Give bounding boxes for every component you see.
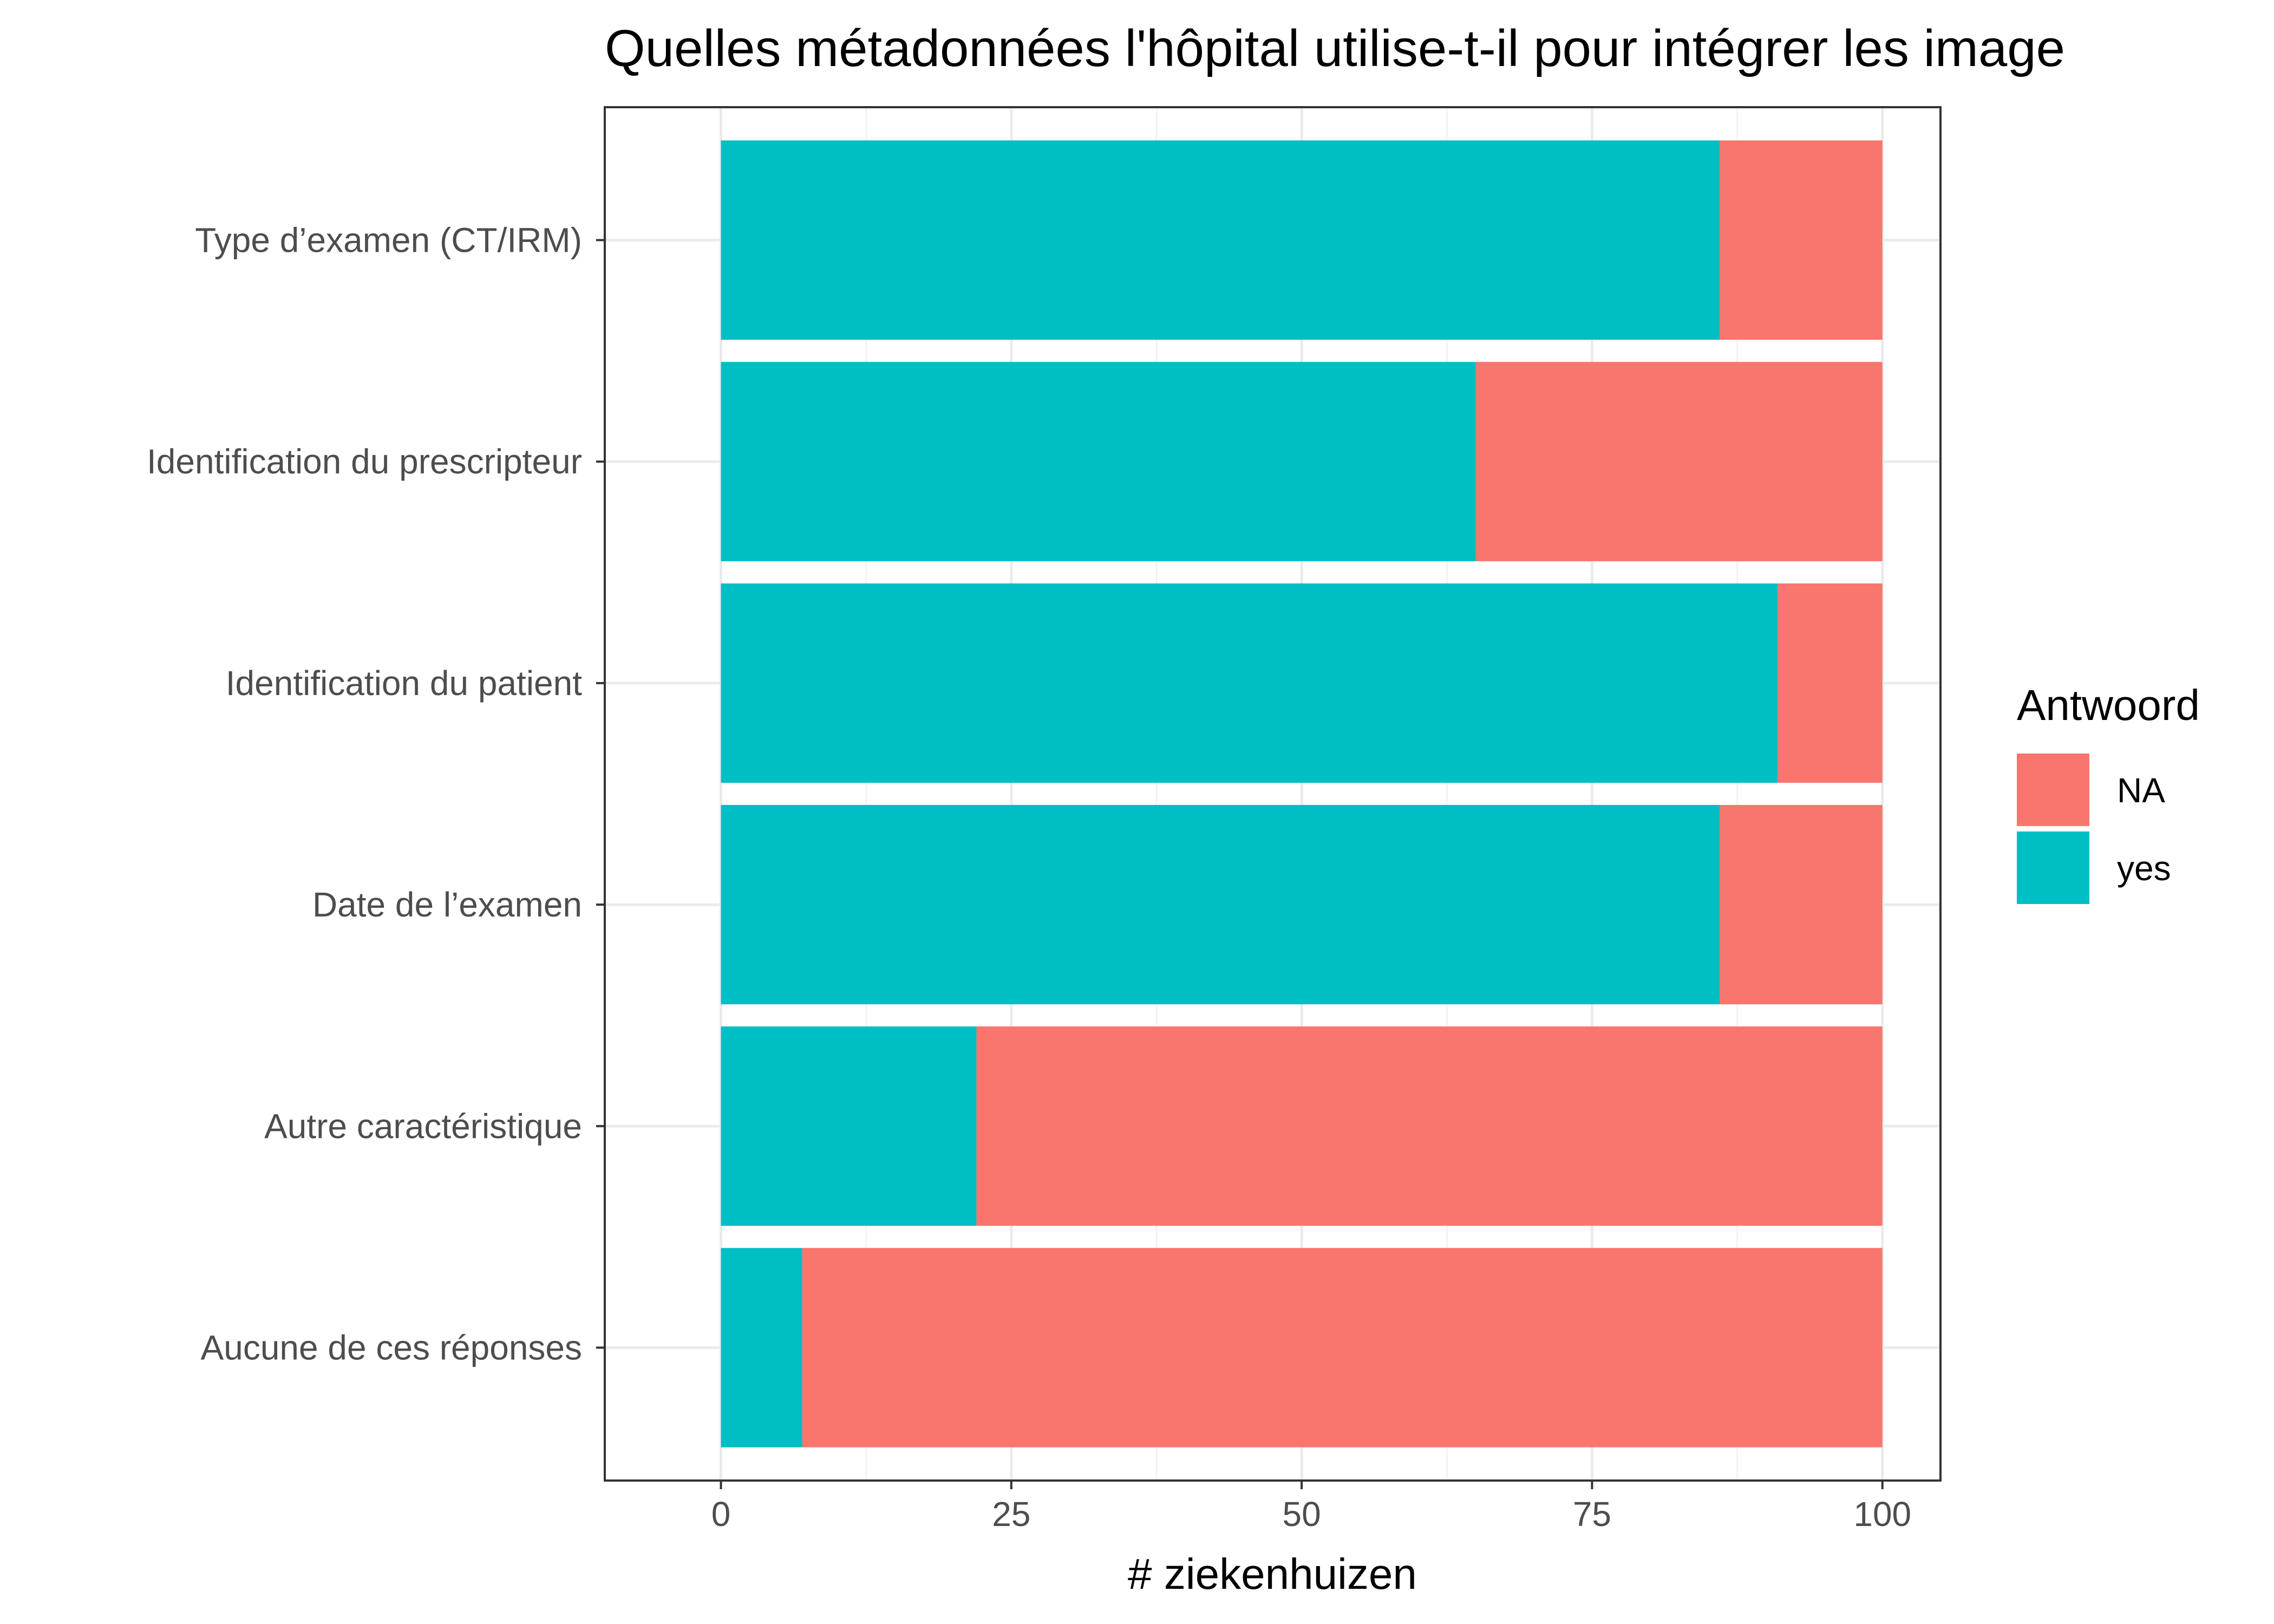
y-tick-label: Identification du patient: [226, 664, 582, 703]
bar-na-3: [1778, 583, 1883, 783]
y-tick-label: Autre caractéristique: [264, 1106, 582, 1145]
bar-yes-6: [721, 1248, 802, 1448]
bars: [721, 140, 1883, 1448]
bar-yes-5: [721, 1026, 977, 1226]
legend-title: Antwoord: [2017, 681, 2200, 729]
panel-border: [604, 106, 1942, 1482]
x-tick-label: 25: [992, 1495, 1030, 1534]
y-tick-label: Date de l’examen: [312, 885, 582, 924]
y-tick-label: Aucune de ces réponses: [201, 1328, 582, 1367]
bar-na-4: [1720, 804, 1883, 1005]
x-axis: 0 25 50 75 100: [711, 1481, 1911, 1534]
legend-label-na: NA: [2117, 771, 2165, 810]
y-axis: Type d’examen (CT/IRM) Identification du …: [147, 221, 605, 1367]
bar-na-6: [802, 1248, 1883, 1448]
chart-title: Quelles métadonnées l'hôpital utilise-t-…: [605, 19, 2065, 77]
bar-yes-4: [721, 804, 1720, 1005]
bar-yes-2: [721, 362, 1476, 561]
bar-na-1: [1720, 140, 1883, 340]
x-tick-label: 50: [1283, 1495, 1321, 1534]
legend-key-na: [2017, 754, 2089, 826]
y-tick-label: Type d’examen (CT/IRM): [195, 221, 582, 260]
legend-key-yes: [2017, 831, 2089, 904]
x-tick-label: 100: [1853, 1495, 1911, 1534]
x-tick-label: 0: [711, 1495, 731, 1534]
legend: Antwoord NA yes: [2017, 681, 2200, 904]
bar-yes-1: [721, 140, 1720, 340]
bar-na-5: [976, 1026, 1883, 1226]
x-tick-label: 75: [1573, 1495, 1611, 1534]
x-axis-title: # ziekenhuizen: [1128, 1550, 1417, 1598]
y-tick-label: Identification du prescripteur: [147, 442, 582, 481]
bar-na-2: [1475, 362, 1883, 561]
legend-label-yes: yes: [2117, 849, 2171, 888]
bar-yes-3: [721, 583, 1778, 783]
